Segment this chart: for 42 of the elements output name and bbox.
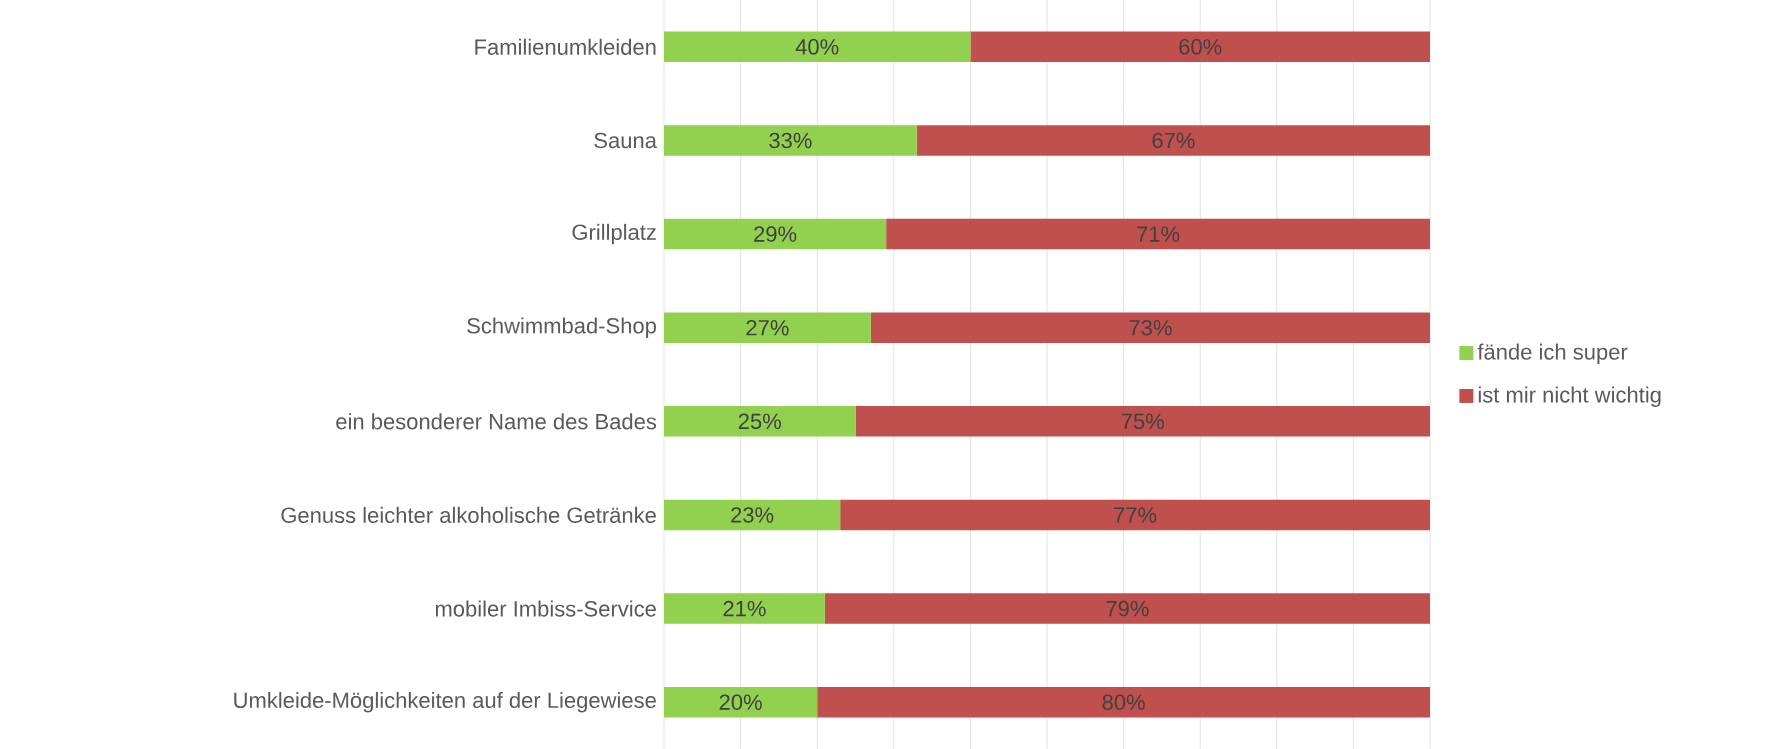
bar (664, 312, 871, 343)
bar (664, 218, 887, 250)
bar (855, 406, 1430, 437)
bar (664, 686, 818, 718)
bar (664, 406, 856, 437)
bar (664, 125, 917, 156)
bar (886, 218, 1430, 250)
y-tick-label: Sauna (594, 132, 657, 149)
y-tick-label: Grillplatz (572, 223, 656, 245)
data-label: 77% (1114, 507, 1157, 523)
data-label: 20% (719, 694, 762, 710)
bar (916, 125, 1430, 156)
data-label: 33% (769, 132, 812, 149)
bar (664, 499, 841, 531)
bar (970, 31, 1430, 63)
data-label: 75% (1121, 413, 1164, 430)
data-label: 21% (723, 600, 766, 617)
legend-label: ist mir nicht wichtig (1478, 386, 1661, 407)
data-label: 27% (746, 319, 789, 336)
bar (664, 593, 825, 624)
data-label: 40% (795, 39, 839, 55)
data-label: 73% (1129, 319, 1172, 336)
data-label: 71% (1137, 226, 1180, 242)
data-label: 23% (731, 507, 774, 523)
data-label: 25% (738, 413, 781, 430)
y-tick-label: Genuss leichter alkoholische Getränke (281, 506, 656, 524)
data-label: 80% (1102, 694, 1145, 710)
y-tick-label: Schwimmbad-Shop (467, 317, 656, 338)
bar (817, 686, 1430, 718)
y-tick-label: mobiler Imbiss-Service (435, 600, 656, 617)
data-label: 29% (754, 226, 797, 242)
data-label: 60% (1179, 39, 1222, 55)
data-label: 67% (1152, 132, 1195, 149)
bar (824, 593, 1430, 624)
legend-label: fände ich super (1477, 343, 1628, 365)
y-tick-label: ein besonderer Name des Bades (336, 413, 657, 430)
data-label: 79% (1106, 600, 1149, 617)
y-tick-label: Umkleide-Möglichkeiten auf der Liegewiese (234, 691, 656, 713)
bar (870, 312, 1430, 343)
bar (664, 31, 971, 63)
y-tick-label: Familienumkleiden (475, 38, 656, 55)
bar (840, 499, 1430, 531)
